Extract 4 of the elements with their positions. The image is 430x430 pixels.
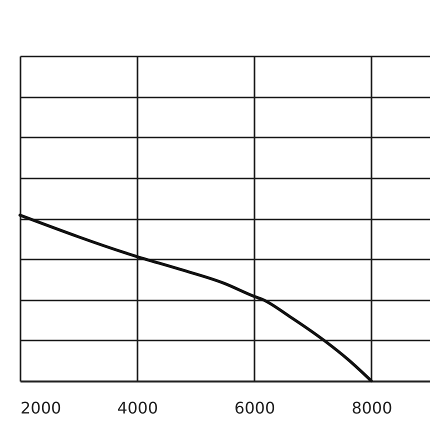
x-tick-label: 6000 (234, 398, 276, 418)
x-tick-label: 2000 (20, 398, 62, 418)
x-tick-label: 8000 (352, 398, 392, 418)
x-tick-label: 4000 (117, 398, 158, 418)
